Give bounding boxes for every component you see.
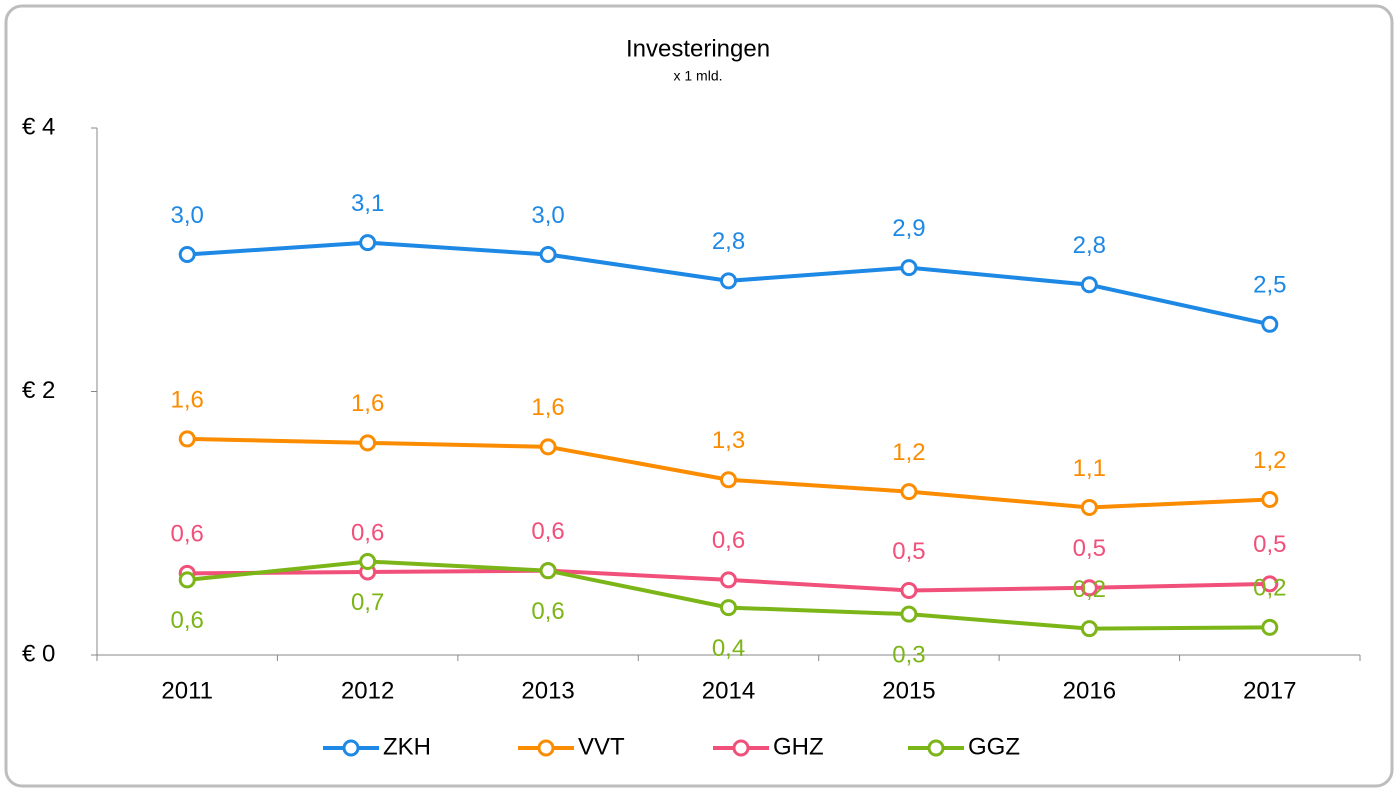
data-label: 2,9 (892, 215, 925, 242)
data-label: 1,2 (1253, 447, 1286, 474)
x-tick-label: 2011 (161, 677, 213, 704)
chart-subtitle: x 1 mld. (673, 68, 722, 84)
x-tick-label: 2013 (521, 677, 574, 704)
x-tick-label: 2014 (702, 677, 755, 704)
data-label: 3,0 (531, 202, 564, 229)
data-label: 0,6 (531, 518, 564, 545)
legend-label: VVT (578, 733, 625, 760)
data-point (900, 581, 918, 599)
data-label: 0,6 (171, 607, 204, 634)
x-tick-label: 2012 (341, 677, 394, 704)
data-point (1261, 315, 1279, 333)
data-label: 1,6 (531, 394, 564, 421)
data-point (1261, 618, 1279, 636)
data-point (1080, 579, 1098, 597)
data-label: 0,6 (712, 527, 745, 554)
legend-label: GGZ (968, 733, 1020, 760)
chart-border (4, 4, 1394, 788)
data-point (178, 430, 196, 448)
legend-label: ZKH (383, 733, 431, 760)
data-label: 0,7 (351, 589, 384, 616)
data-point (359, 552, 377, 570)
data-point (359, 234, 377, 252)
data-label: 0,6 (171, 521, 204, 548)
data-label: 0,5 (1073, 535, 1106, 562)
data-label: 0,5 (892, 538, 925, 565)
legend-marker (732, 739, 750, 757)
data-label: 0,6 (351, 519, 384, 546)
data-label: 0,3 (892, 642, 925, 669)
data-label: 0,2 (1253, 575, 1286, 602)
data-point (900, 259, 918, 277)
data-point (720, 471, 737, 489)
data-point (1080, 620, 1098, 638)
legend-label: GHZ (773, 733, 824, 760)
data-label: 1,6 (351, 390, 384, 417)
data-point (900, 483, 918, 501)
data-point (1261, 491, 1279, 509)
data-point (359, 434, 377, 452)
data-label: 1,1 (1073, 455, 1106, 482)
y-tick-label: € 4 (22, 113, 55, 140)
data-point (178, 571, 196, 589)
data-label: 1,3 (712, 427, 745, 454)
x-tick-label: 2016 (1063, 677, 1116, 704)
data-label: 0,4 (712, 635, 745, 662)
x-tick-label: 2017 (1243, 677, 1296, 704)
data-label: 3,0 (171, 202, 204, 229)
data-label: 1,2 (892, 439, 925, 466)
data-point (539, 562, 557, 580)
x-tick-label: 2015 (882, 677, 935, 704)
y-tick-label: € 2 (22, 377, 55, 404)
data-label: 3,1 (351, 190, 384, 217)
data-point (720, 571, 737, 589)
data-point (720, 599, 737, 617)
data-label: 0,2 (1073, 576, 1106, 603)
legend-marker (342, 739, 360, 757)
data-point (1080, 276, 1098, 294)
data-label: 1,6 (171, 386, 204, 413)
data-label: 2,5 (1253, 272, 1286, 299)
data-point (539, 245, 557, 263)
data-label: 0,5 (1253, 531, 1286, 558)
chart-title: Investeringen (626, 35, 770, 62)
y-tick-label: € 0 (22, 640, 55, 667)
legend-marker (927, 739, 945, 757)
data-point (178, 245, 196, 263)
data-point (1080, 498, 1098, 516)
data-label: 2,8 (712, 228, 745, 255)
data-point (539, 438, 557, 456)
data-point (900, 605, 918, 623)
data-point (720, 272, 737, 290)
data-point (1261, 575, 1279, 593)
data-label: 0,6 (531, 598, 564, 625)
legend-marker (537, 739, 555, 757)
data-label: 2,8 (1073, 232, 1106, 259)
